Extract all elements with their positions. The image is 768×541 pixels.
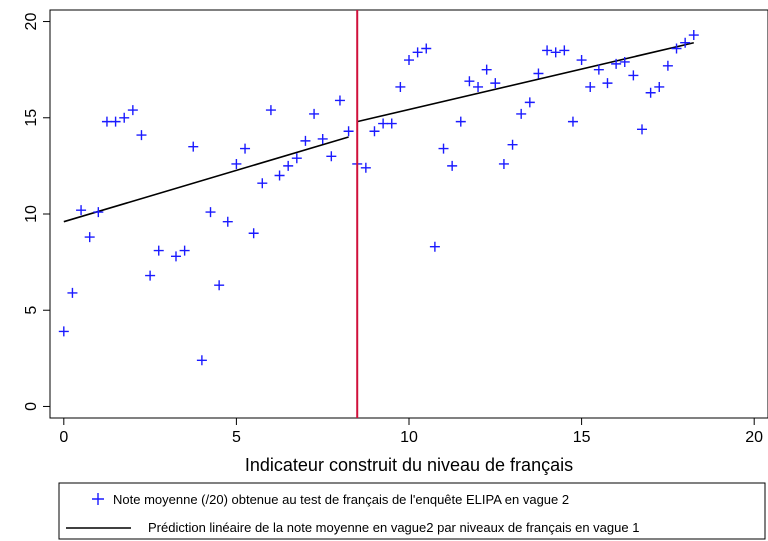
data-point <box>153 245 164 256</box>
legend-box <box>58 482 766 540</box>
data-point <box>360 162 371 173</box>
data-point <box>662 60 673 71</box>
data-point <box>585 81 596 92</box>
prediction-segment <box>63 136 349 223</box>
data-point <box>300 135 311 146</box>
data-point <box>283 160 294 171</box>
data-point <box>473 81 484 92</box>
data-point <box>231 158 242 169</box>
data-point <box>498 158 509 169</box>
data-point <box>84 232 95 243</box>
data-point <box>214 280 225 291</box>
data-point <box>447 160 458 171</box>
data-point <box>645 87 656 98</box>
data-point <box>93 207 104 218</box>
data-point <box>628 70 639 81</box>
data-point <box>490 78 501 89</box>
data-point <box>507 139 518 150</box>
data-point <box>110 116 121 127</box>
data-point <box>369 126 380 137</box>
data-point <box>222 216 233 227</box>
data-point <box>188 141 199 152</box>
y-tick-label: 5 <box>23 306 40 315</box>
legend-label-observed: Note moyenne (/20) obtenue au test de fr… <box>113 492 569 507</box>
data-point <box>602 78 613 89</box>
data-point <box>550 47 561 58</box>
data-point <box>542 45 553 56</box>
data-point <box>136 130 147 141</box>
y-tick-label: 0 <box>23 402 40 411</box>
data-point <box>404 55 414 66</box>
data-point <box>680 37 691 48</box>
data-point <box>637 124 648 135</box>
data-point <box>619 56 630 67</box>
data-point <box>516 108 527 119</box>
y-tick-label: 15 <box>23 109 40 127</box>
data-point <box>567 116 578 127</box>
data-point <box>309 108 320 119</box>
data-point <box>412 47 423 58</box>
data-point <box>533 68 544 79</box>
data-point <box>179 245 190 256</box>
data-point <box>334 95 345 106</box>
data-point <box>524 97 535 108</box>
x-axis-title: Indicateur construit du niveau de frança… <box>245 455 573 475</box>
prediction-lines <box>63 41 694 223</box>
data-point <box>257 178 268 189</box>
legend: Note moyenne (/20) obtenue au test de fr… <box>58 482 766 540</box>
data-point <box>101 116 112 127</box>
data-point <box>611 58 622 69</box>
data-point <box>326 151 337 162</box>
data-point <box>343 126 354 137</box>
data-point <box>291 153 302 164</box>
y-tick-label: 20 <box>23 13 40 31</box>
data-point <box>378 118 389 129</box>
y-axis: 0 5 10 15 20 <box>23 13 50 411</box>
prediction-segment <box>357 41 694 123</box>
x-tick-label: 5 <box>232 429 241 446</box>
data-point <box>464 76 475 87</box>
y-tick-label: 10 <box>23 205 40 223</box>
data-point <box>421 43 432 54</box>
data-point <box>671 43 682 54</box>
x-tick-label: 0 <box>59 429 68 446</box>
data-point <box>67 287 78 298</box>
data-point <box>593 64 604 75</box>
data-point <box>205 207 216 218</box>
data-point <box>145 270 156 281</box>
data-point <box>170 251 181 262</box>
plot-area <box>49 9 768 419</box>
data-point <box>76 205 87 216</box>
data-point <box>429 241 440 252</box>
data-point <box>481 64 492 75</box>
x-tick-label: 20 <box>745 429 763 446</box>
x-tick-label: 10 <box>400 429 418 446</box>
legend-marker <box>92 493 104 505</box>
x-axis: 0 5 10 15 20 <box>59 418 763 446</box>
data-point <box>196 355 207 366</box>
data-point <box>688 30 699 41</box>
data-point <box>240 143 251 154</box>
legend-label-prediction: Prédiction linéaire de la note moyenne e… <box>148 520 639 535</box>
data-point <box>395 81 406 92</box>
data-point <box>654 81 665 92</box>
data-point <box>438 143 449 154</box>
data-point <box>274 170 285 181</box>
data-point <box>265 105 276 116</box>
data-point <box>559 45 570 56</box>
data-point <box>248 228 259 239</box>
data-point <box>455 116 466 127</box>
scatter-points <box>58 30 699 366</box>
data-point <box>127 105 138 116</box>
x-tick-label: 15 <box>573 429 591 446</box>
data-point <box>576 55 587 66</box>
data-point <box>119 112 130 123</box>
data-point <box>386 118 397 129</box>
data-point <box>317 133 328 144</box>
data-point <box>58 326 69 337</box>
